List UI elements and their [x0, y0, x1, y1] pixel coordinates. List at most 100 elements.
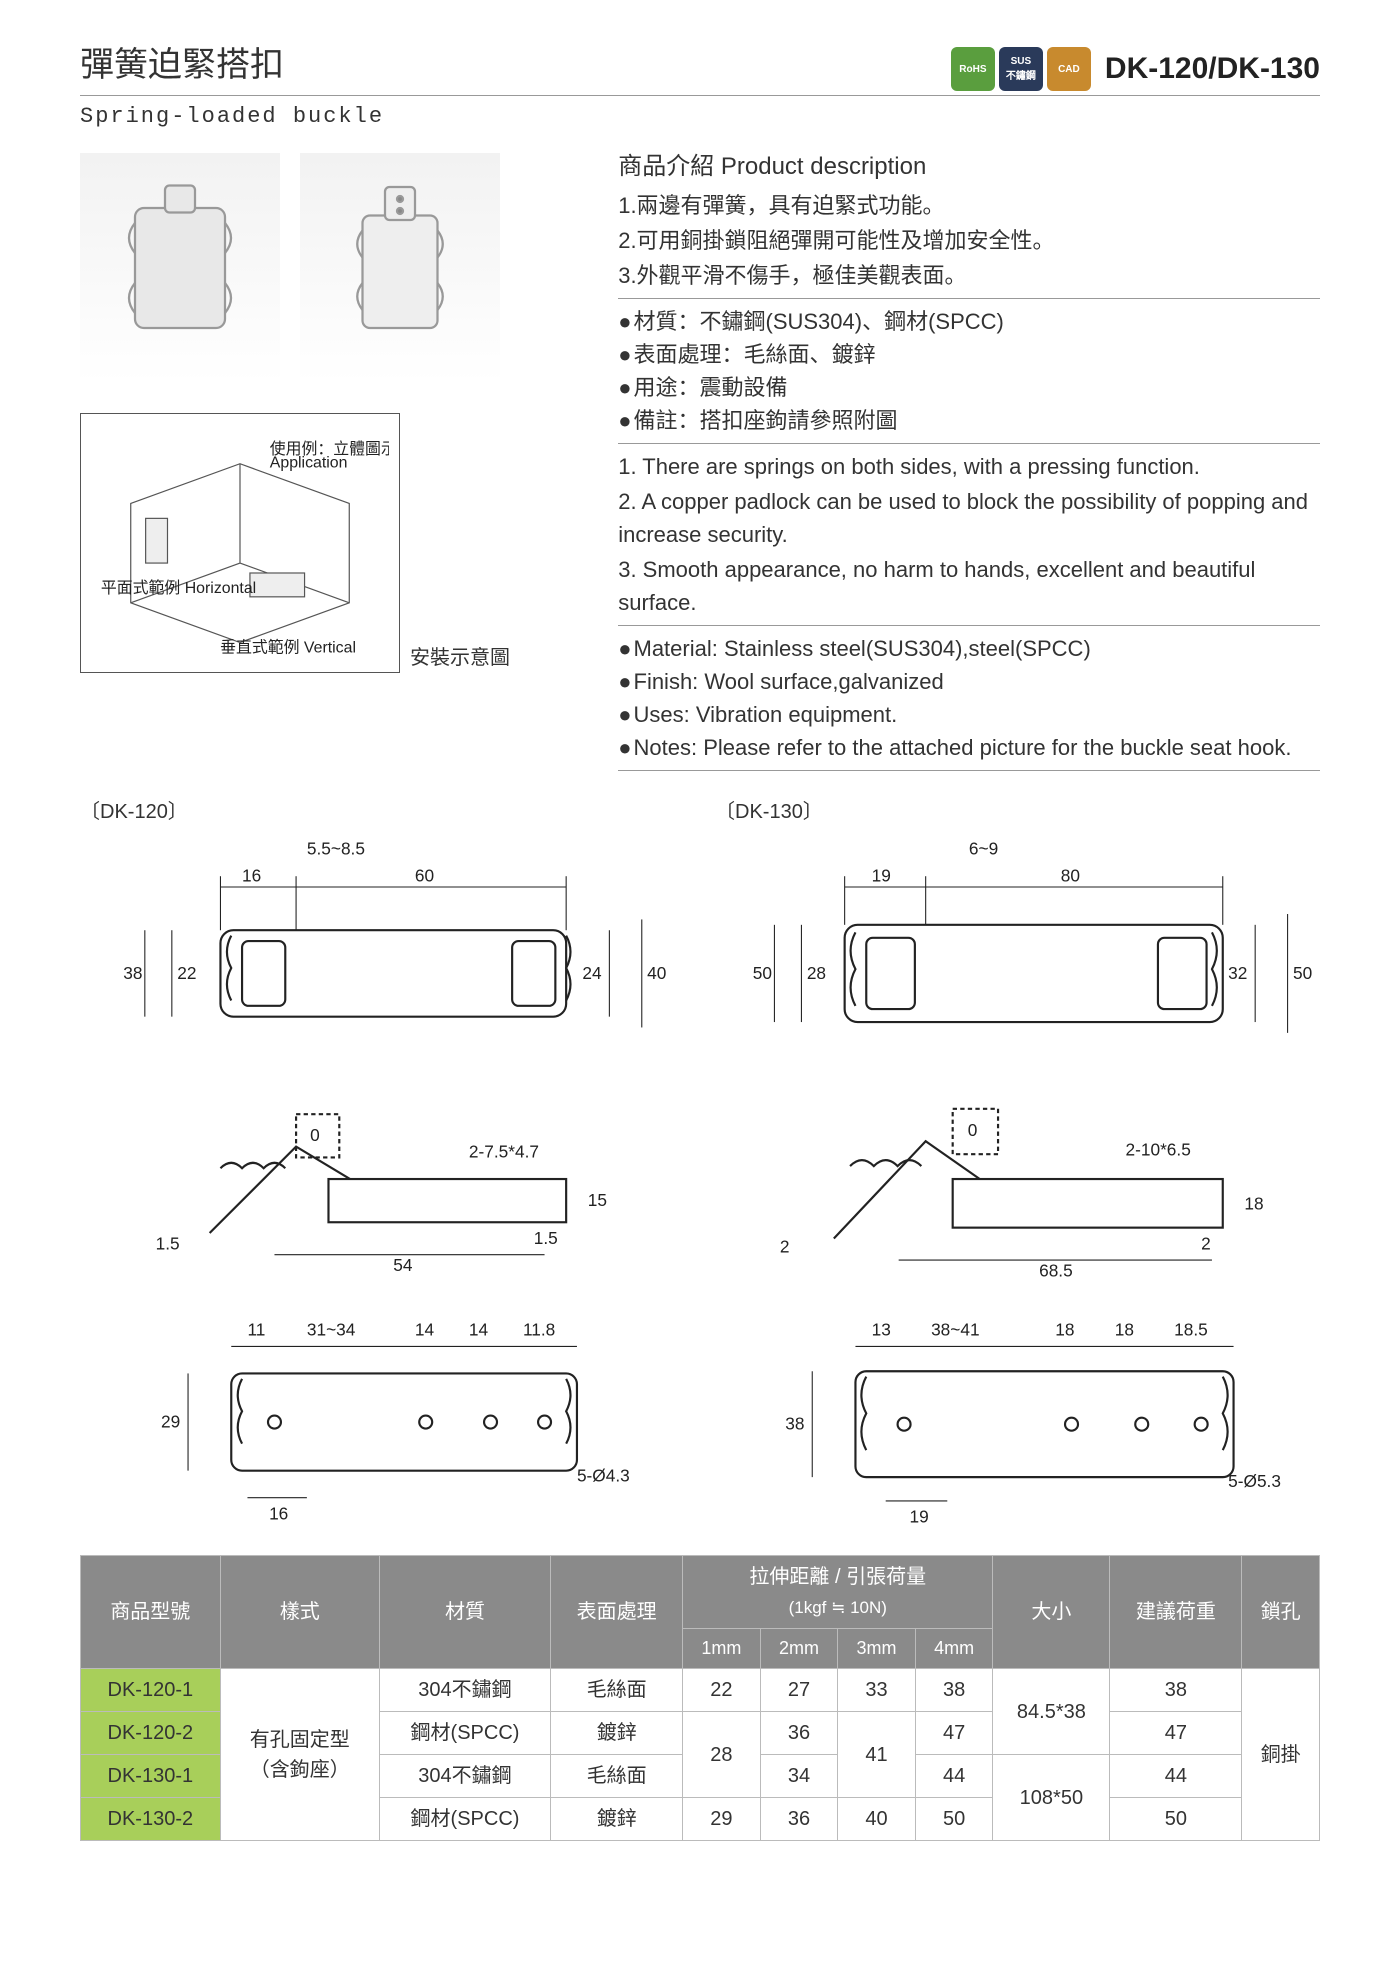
app-diagram-label: 安裝示意圖 [410, 643, 510, 673]
svg-text:5.5~8.5: 5.5~8.5 [307, 839, 365, 859]
cell-d3: 40 [838, 1798, 916, 1841]
svg-text:40: 40 [647, 963, 666, 983]
cell-finish: 毛絲面 [551, 1669, 683, 1712]
product-photo-row [80, 153, 588, 383]
badge-row: RoHS SUS不鏽鋼 CAD [951, 47, 1091, 91]
title-cn: 彈簧迫緊搭扣 [80, 40, 284, 91]
cell-d4: 50 [915, 1798, 993, 1841]
bullet-cn-3: 用途：震動設備 [618, 371, 1320, 404]
th-size: 大小 [993, 1556, 1110, 1669]
dwg-title-130: 〔DK-130〕 [715, 797, 1320, 827]
cad-icon: CAD [1047, 47, 1091, 91]
cell-rec: 44 [1110, 1755, 1242, 1798]
svg-text:0: 0 [968, 1119, 978, 1139]
cell-d3: 33 [838, 1669, 916, 1712]
svg-text:50: 50 [753, 963, 772, 983]
svg-text:19: 19 [872, 866, 891, 886]
svg-text:6~9: 6~9 [969, 839, 998, 859]
dwg-120-top: 5.5~8.5 16 60 38 22 24 40 [80, 833, 685, 1071]
svg-text:28: 28 [807, 963, 826, 983]
desc-en-1: 1. There are springs on both sides, with… [618, 450, 1320, 483]
svg-text:24: 24 [582, 963, 602, 983]
desc-en-3: 3. Smooth appearance, no harm to hands, … [618, 553, 1320, 619]
cell-size: 108*50 [993, 1755, 1110, 1841]
cell-d2: 36 [760, 1712, 838, 1755]
cell-rec: 50 [1110, 1798, 1242, 1841]
svg-text:5-Ø5.3: 5-Ø5.3 [1228, 1471, 1281, 1491]
svg-text:16: 16 [242, 866, 261, 886]
svg-text:平面式範例 Horizontal: 平面式範例 Horizontal [101, 579, 256, 597]
svg-text:1.5: 1.5 [156, 1233, 180, 1253]
cell-material: 304不鏽鋼 [379, 1669, 550, 1712]
spec-table: 商品型號 樣式 材質 表面處理 拉伸距離 / 引張荷量(1kgf ≒ 10N) … [80, 1555, 1320, 1841]
svg-text:2-7.5*4.7: 2-7.5*4.7 [469, 1141, 539, 1161]
desc-cn-bullets: 材質：不鏽鋼(SUS304)、鋼材(SPCC) 表面處理：毛絲面、鍍鋅 用途：震… [618, 298, 1320, 444]
cell-d2: 36 [760, 1798, 838, 1841]
cell-model: DK-130-2 [81, 1798, 221, 1841]
bullet-cn-1: 材質：不鏽鋼(SUS304)、鋼材(SPCC) [618, 305, 1320, 338]
desc-cn-3: 3.外觀平滑不傷手，極佳美觀表面。 [618, 259, 1320, 292]
th-2mm: 2mm [760, 1629, 838, 1669]
desc-en-bullets: Material: Stainless steel(SUS304),steel(… [618, 625, 1320, 771]
model-code: DK-120/DK-130 [1105, 46, 1320, 91]
svg-text:18: 18 [1244, 1193, 1263, 1213]
cell-material: 鋼材(SPCC) [379, 1798, 550, 1841]
th-3mm: 3mm [838, 1629, 916, 1669]
cell-d1: 29 [683, 1798, 761, 1841]
svg-text:18: 18 [1055, 1319, 1074, 1339]
cell-d4: 38 [915, 1669, 993, 1712]
svg-text:32: 32 [1228, 963, 1247, 983]
svg-text:38: 38 [123, 963, 142, 983]
dwg-title-120: 〔DK-120〕 [80, 797, 685, 827]
th-finish: 表面處理 [551, 1556, 683, 1669]
svg-text:18: 18 [1115, 1319, 1134, 1339]
bullet-en-3: Uses: Vibration equipment. [618, 698, 1320, 731]
dwg-120-bot: 11 31~34 14 14 11.8 29 5-Ø4.3 16 [80, 1287, 685, 1535]
th-1mm: 1mm [683, 1629, 761, 1669]
th-4mm: 4mm [915, 1629, 993, 1669]
svg-text:Application: Application [270, 455, 348, 472]
svg-text:16: 16 [269, 1503, 288, 1523]
page-header: 彈簧迫緊搭扣 RoHS SUS不鏽鋼 CAD DK-120/DK-130 [80, 40, 1320, 96]
svg-text:68.5: 68.5 [1039, 1260, 1073, 1280]
svg-text:11: 11 [247, 1319, 265, 1339]
dwg-130-mid: 0 2-10*6.5 18 2 2 68.5 [715, 1071, 1320, 1287]
svg-text:50: 50 [1293, 963, 1312, 983]
svg-text:22: 22 [177, 963, 196, 983]
svg-text:80: 80 [1061, 866, 1080, 886]
svg-text:18.5: 18.5 [1174, 1319, 1208, 1339]
cell-finish: 毛絲面 [551, 1755, 683, 1798]
svg-text:15: 15 [588, 1190, 607, 1210]
th-tension: 拉伸距離 / 引張荷量(1kgf ≒ 10N) [683, 1556, 993, 1629]
svg-text:29: 29 [161, 1411, 180, 1431]
sus-icon: SUS不鏽鋼 [999, 47, 1043, 91]
cell-finish: 鍍鋅 [551, 1798, 683, 1841]
desc-cn-list: 1.兩邊有彈簧，具有迫緊式功能。 2.可用銅掛鎖阻絕彈開可能性及增加安全性。 3… [618, 189, 1320, 292]
cell-style: 有孔固定型 （含鉤座） [220, 1669, 379, 1841]
th-material: 材質 [379, 1556, 550, 1669]
cell-d3: 41 [838, 1712, 916, 1798]
desc-en-list: 1. There are springs on both sides, with… [618, 450, 1320, 619]
cell-rec: 38 [1110, 1669, 1242, 1712]
cell-size: 84.5*38 [993, 1669, 1110, 1755]
product-photo-2 [300, 153, 500, 383]
svg-text:5-Ø4.3: 5-Ø4.3 [577, 1465, 630, 1485]
svg-text:38: 38 [785, 1413, 804, 1433]
svg-text:31~34: 31~34 [307, 1319, 356, 1339]
svg-text:19: 19 [909, 1506, 928, 1526]
dwg-130-top: 6~9 19 80 50 28 32 50 [715, 833, 1320, 1071]
cell-d4: 44 [915, 1755, 993, 1798]
cell-model: DK-120-1 [81, 1669, 221, 1712]
cell-d1: 28 [683, 1712, 761, 1798]
cell-d2: 27 [760, 1669, 838, 1712]
cell-model: DK-120-2 [81, 1712, 221, 1755]
desc-en-2: 2. A copper padlock can be used to block… [618, 485, 1320, 551]
cell-material: 304不鏽鋼 [379, 1755, 550, 1798]
svg-text:2: 2 [1201, 1233, 1211, 1253]
svg-text:14: 14 [469, 1319, 489, 1339]
table-row: DK-120-1 有孔固定型 （含鉤座） 304不鏽鋼 毛絲面 22 27 33… [81, 1669, 1320, 1712]
bullet-en-1: Material: Stainless steel(SUS304),steel(… [618, 632, 1320, 665]
desc-heading: 商品介紹 Product description [618, 149, 1320, 185]
cell-model: DK-130-1 [81, 1755, 221, 1798]
svg-text:13: 13 [872, 1319, 891, 1339]
